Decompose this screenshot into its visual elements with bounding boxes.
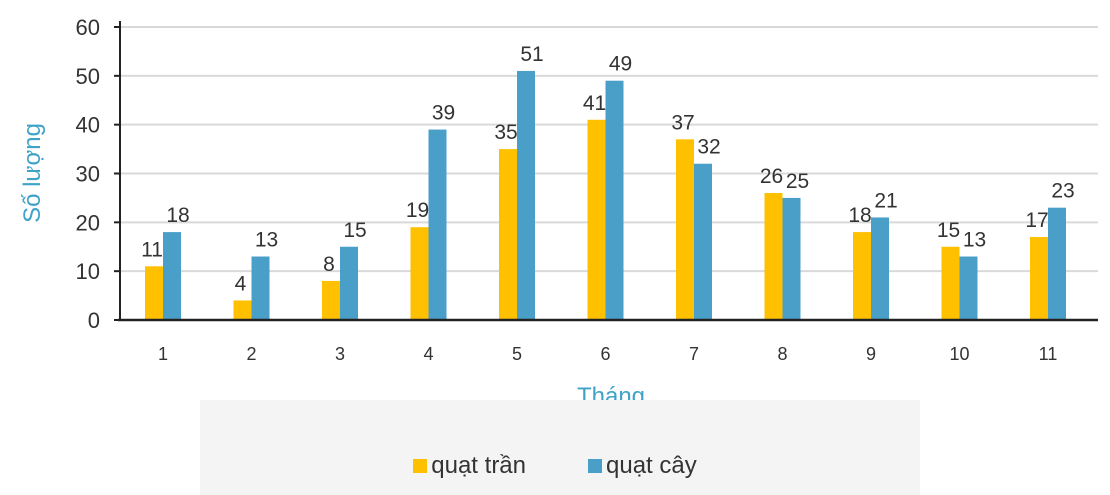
data-label-series-2-month-8: 25 (786, 170, 809, 193)
bar-series-1-month-8 (764, 193, 783, 320)
bar-series-1-month-4 (410, 227, 429, 320)
data-label-series-2-month-3: 15 (343, 219, 366, 242)
bar-series-1-month-2 (233, 300, 252, 320)
legend-label-series-2: quạt cây (606, 452, 697, 479)
x-tick-label-6: 6 (600, 344, 610, 364)
y-tick-label-50: 50 (76, 64, 100, 89)
x-tick-label-9: 9 (866, 344, 876, 364)
bar-series-2-month-3 (340, 246, 358, 320)
data-label-series-2-month-10: 13 (963, 229, 986, 252)
data-label-series-2-month-11: 23 (1051, 180, 1074, 203)
data-label-series-1-month-3: 8 (323, 253, 335, 276)
bar-series-2-month-2 (251, 256, 270, 320)
x-tick-label-2: 2 (246, 344, 256, 364)
bar-series-2-month-6 (605, 80, 624, 320)
y-tick-label-60: 60 (76, 15, 100, 40)
y-tick-label-40: 40 (76, 113, 100, 138)
data-label-series-1-month-6: 41 (583, 92, 606, 115)
x-tick-label-11: 11 (1039, 344, 1058, 364)
data-label-series-2-month-4: 39 (432, 102, 455, 125)
bar-series-2-month-11 (1048, 207, 1066, 320)
x-tick-label-3: 3 (335, 344, 345, 364)
bar-series-1-month-1 (145, 266, 163, 320)
data-label-series-2-month-2: 13 (255, 229, 278, 252)
data-label-series-1-month-5: 35 (494, 121, 517, 144)
data-label-series-1-month-1: 11 (141, 238, 163, 261)
bar-series-2-month-9 (871, 217, 889, 320)
y-tick-label-10: 10 (76, 259, 100, 284)
watermark-band (200, 400, 920, 495)
legend-swatch-series-1 (413, 459, 428, 473)
bar-series-1-month-9 (853, 232, 871, 320)
bar-series-1-month-3 (322, 280, 340, 320)
bar-series-2-month-7 (694, 163, 712, 320)
bar-series-1-month-5 (499, 149, 517, 320)
bar-series-1-month-6 (587, 119, 606, 321)
bar-series-2-month-8 (782, 197, 801, 320)
bar-series-2-month-5 (517, 70, 535, 320)
legend-item-series-2: quạt cây (588, 452, 697, 480)
x-tick-label-7: 7 (689, 344, 699, 364)
data-label-series-1-month-9: 18 (848, 204, 871, 227)
legend-item-series-1: quạt trần (413, 452, 526, 480)
y-tick-label-0: 0 (88, 308, 100, 333)
bar-series-1-month-11 (1030, 236, 1048, 320)
bar-series-2-month-10 (959, 256, 978, 320)
data-label-series-1-month-4: 19 (406, 199, 429, 222)
legend: quạt trần quạt cây (0, 452, 1110, 480)
x-tick-label-1: 1 (158, 344, 168, 364)
x-tick-label-4: 4 (423, 344, 433, 364)
x-tick-label-8: 8 (777, 344, 787, 364)
x-tick-label-10: 10 (949, 344, 969, 364)
bar-series-2-month-4 (428, 129, 447, 320)
data-label-series-2-month-6: 49 (609, 53, 632, 76)
data-label-series-2-month-5: 51 (520, 43, 543, 66)
y-tick-label-30: 30 (76, 162, 100, 187)
bar-series-1-month-7 (676, 139, 694, 320)
legend-label-series-1: quạt trần (431, 452, 526, 479)
bar-chart: 0102030405060111814132815319394355154149… (19, 15, 1098, 410)
legend-swatch-series-2 (588, 459, 602, 473)
data-label-series-1-month-8: 26 (760, 165, 783, 188)
x-tick-label-5: 5 (512, 344, 522, 364)
bar-series-2-month-1 (163, 232, 181, 320)
data-label-series-1-month-10: 15 (937, 219, 960, 242)
data-label-series-2-month-1: 18 (166, 204, 189, 227)
data-label-series-1-month-7: 37 (671, 111, 694, 134)
data-label-series-1-month-2: 4 (235, 272, 247, 295)
data-label-series-2-month-7: 32 (697, 136, 720, 159)
data-label-series-1-month-11: 17 (1025, 209, 1048, 232)
data-label-series-2-month-9: 21 (874, 189, 897, 212)
y-tick-label-20: 20 (76, 210, 100, 235)
y-axis-title: Số lượng (19, 123, 46, 223)
bar-series-1-month-10 (941, 246, 960, 320)
